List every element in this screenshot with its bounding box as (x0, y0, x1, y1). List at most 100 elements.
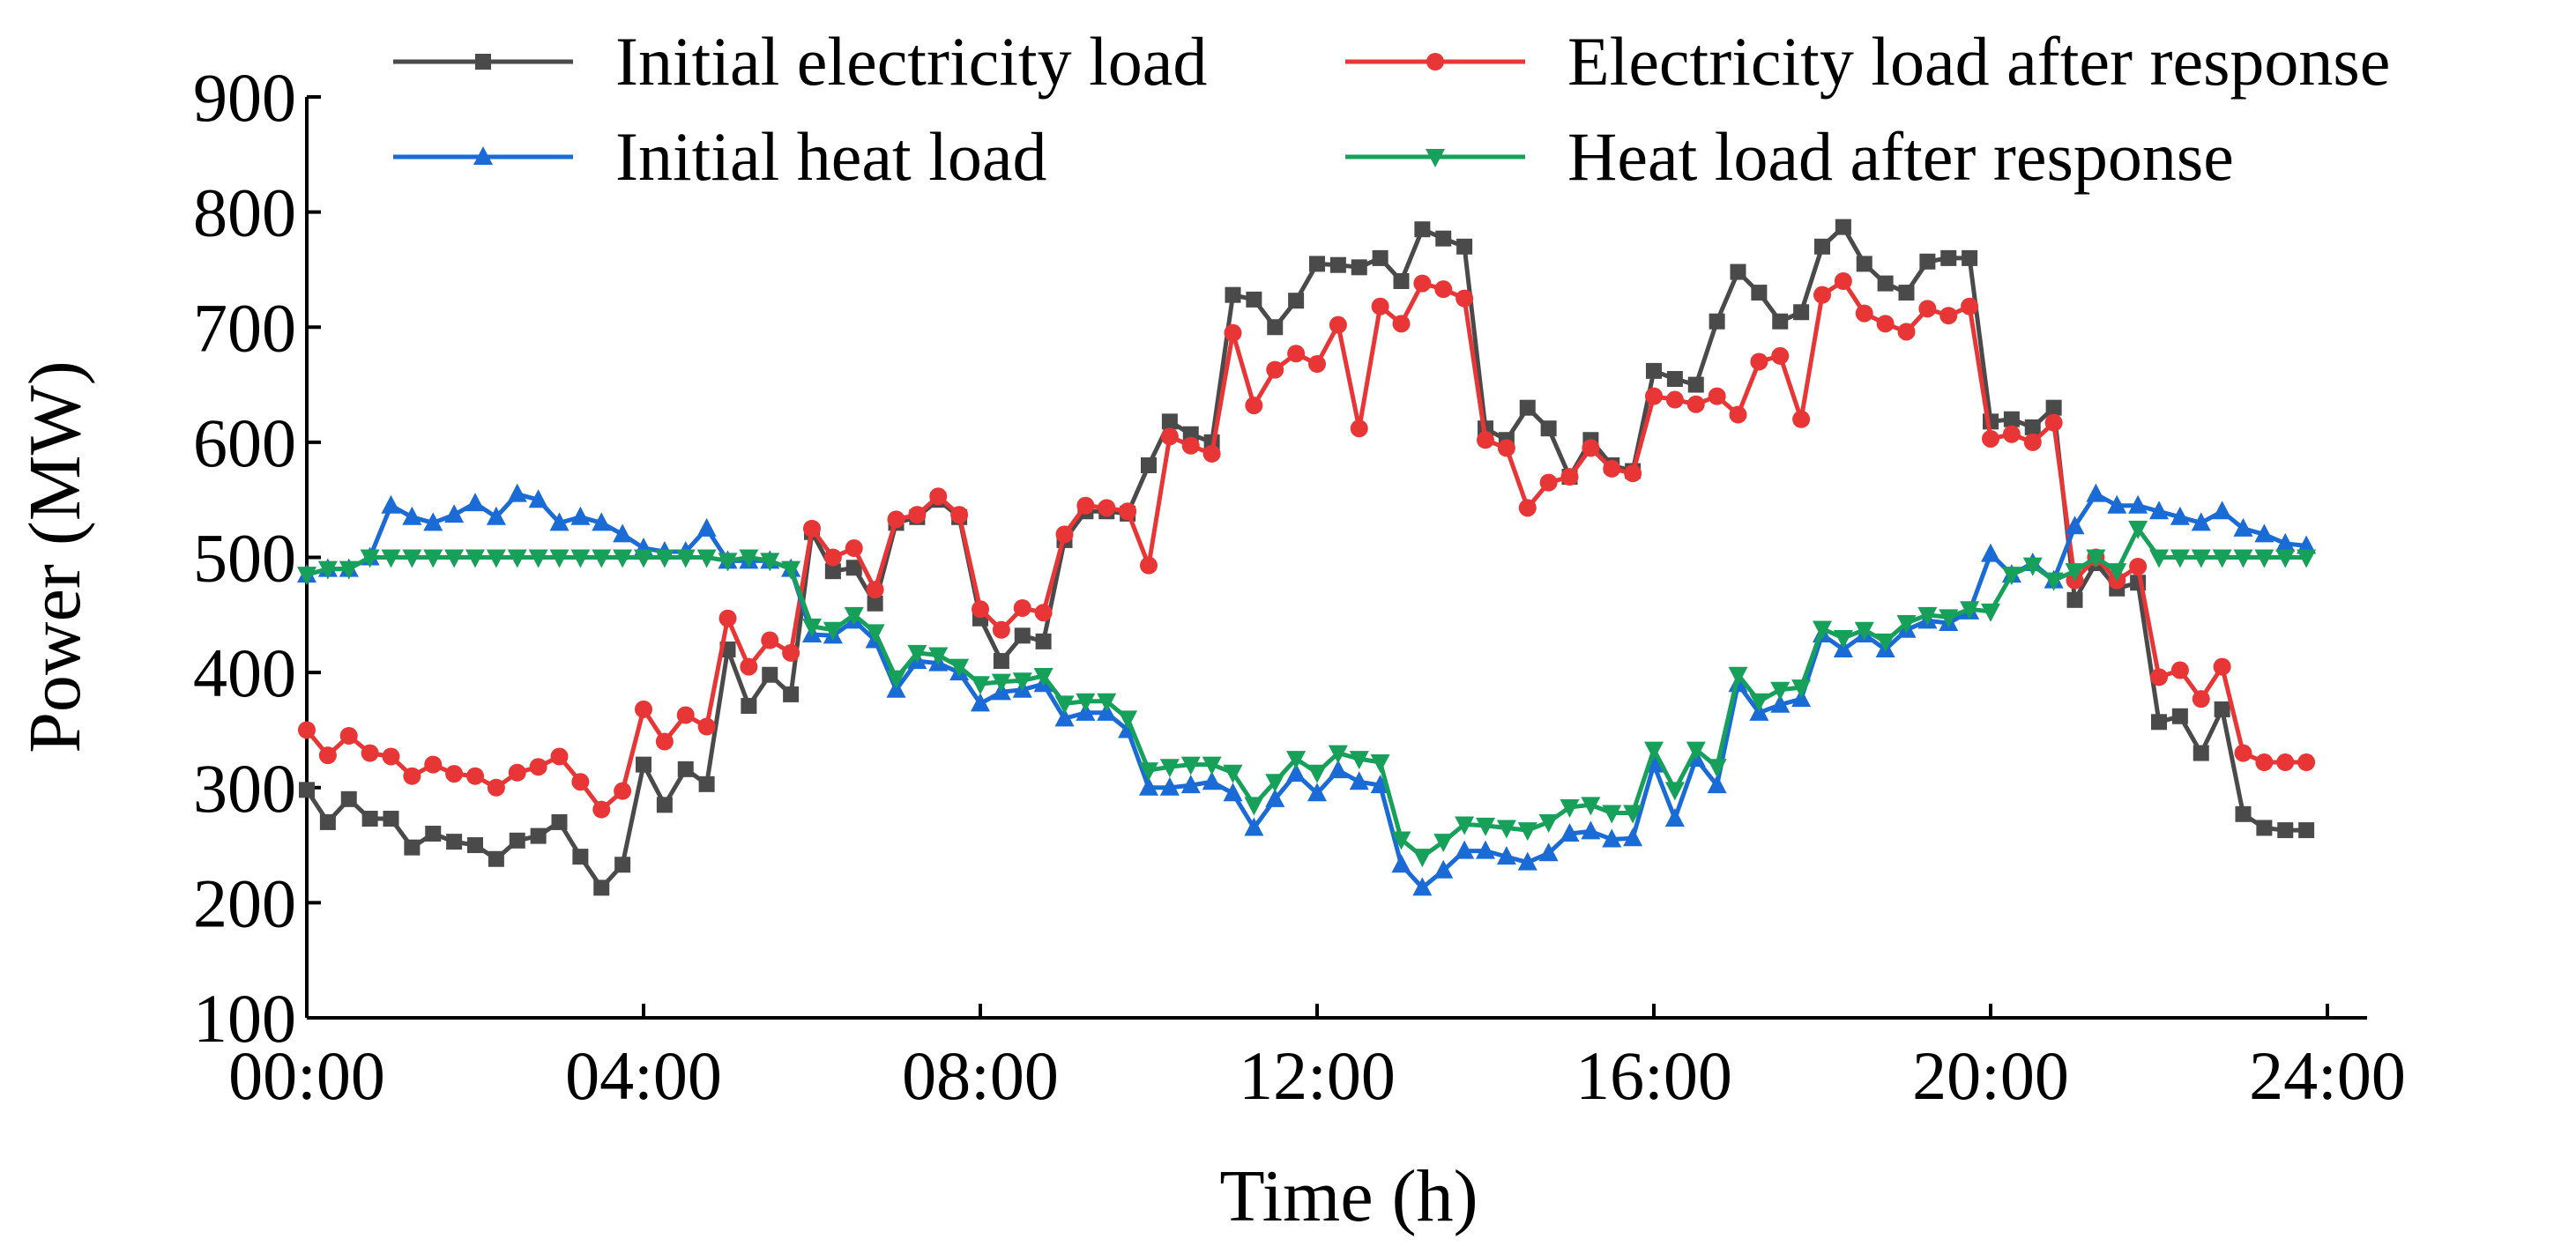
data-point (383, 811, 399, 827)
data-point (360, 549, 380, 568)
data-point (423, 549, 443, 568)
data-point (1371, 297, 1389, 315)
data-point (361, 811, 378, 827)
data-point (1582, 439, 1600, 457)
data-point (402, 549, 422, 568)
legend-item-heat-load-after-response: Heat load after response (1345, 118, 2234, 195)
data-point (1729, 405, 1747, 424)
legend-marker (475, 54, 491, 70)
data-point (2191, 549, 2211, 568)
data-point (1265, 774, 1285, 793)
data-point (1772, 313, 1789, 330)
data-point (1287, 345, 1306, 363)
data-point (1519, 399, 1536, 416)
data-point (1244, 817, 1264, 836)
data-point (488, 850, 504, 867)
data-point (971, 693, 990, 712)
data-point (908, 506, 927, 524)
data-point (1813, 286, 1831, 304)
data-point (1392, 315, 1411, 333)
data-point (551, 813, 568, 830)
data-point (1707, 775, 1727, 794)
data-point (1393, 273, 1410, 289)
data-point (424, 755, 443, 774)
x-tick-label: 00:00 (228, 1037, 385, 1114)
data-point (1603, 459, 1621, 478)
data-point (1328, 745, 1348, 764)
data-point (592, 549, 612, 568)
data-point (929, 487, 948, 506)
data-point (2212, 501, 2232, 520)
data-point (1180, 756, 1201, 775)
data-point (1307, 783, 1327, 802)
data-point (1456, 289, 1474, 308)
data-point (613, 523, 633, 543)
data-point (1686, 395, 1705, 413)
data-point (1140, 556, 1158, 575)
data-point (298, 721, 316, 739)
data-point (1855, 304, 1873, 323)
data-point (444, 504, 465, 523)
data-point (1560, 798, 1580, 818)
data-point (1771, 346, 1790, 365)
data-point (1414, 221, 1431, 238)
data-point (1898, 285, 1915, 301)
data-point (2045, 399, 2062, 416)
data-point (1349, 771, 1369, 790)
data-point (718, 609, 737, 627)
data-point (2255, 753, 2274, 772)
data-point (486, 549, 506, 568)
data-point (1581, 797, 1601, 816)
x-tick-label: 08:00 (902, 1037, 1059, 1114)
data-point (1517, 822, 1537, 842)
data-point (655, 732, 674, 751)
data-point (1960, 601, 1980, 620)
data-point (1687, 376, 1704, 393)
data-point (824, 563, 841, 580)
data-point (1076, 693, 1096, 712)
data-point (656, 797, 673, 813)
data-point (381, 549, 401, 568)
data-point (1476, 817, 1495, 836)
data-point (1518, 499, 1537, 517)
data-point (2065, 516, 2085, 535)
data-point (1412, 849, 1433, 868)
data-point (340, 790, 357, 807)
data-point (486, 506, 506, 525)
data-point (297, 567, 316, 586)
data-point (1265, 788, 1285, 807)
data-point (993, 653, 1009, 670)
y-tick-label: 500 (193, 520, 296, 597)
data-point (823, 621, 843, 641)
data-point (2192, 690, 2210, 709)
data-point (1476, 840, 1495, 859)
x-tick-label: 04:00 (565, 1037, 722, 1114)
data-point (1014, 627, 1031, 644)
data-point (1309, 256, 1325, 272)
data-point (1623, 805, 1643, 824)
data-point (1939, 307, 1958, 325)
data-point (1538, 813, 1559, 833)
data-point (1623, 827, 1643, 847)
data-point (1370, 775, 1390, 794)
data-point (2234, 744, 2252, 762)
data-point (1349, 751, 1369, 770)
data-point (1961, 297, 1979, 315)
data-point (865, 624, 885, 643)
data-point (403, 767, 421, 785)
data-point (972, 600, 989, 619)
data-point (1728, 666, 1748, 686)
data-point (1181, 436, 1200, 455)
data-point (1981, 603, 2000, 622)
data-point (550, 747, 569, 766)
data-point (866, 581, 884, 599)
data-point (1897, 323, 1916, 341)
x-tick-label: 20:00 (1912, 1037, 2069, 1114)
data-point (1477, 431, 1494, 449)
legend-marker (1426, 53, 1444, 70)
data-point (1939, 609, 1959, 628)
data-point (845, 560, 862, 576)
data-point (509, 832, 525, 849)
data-point (2107, 563, 2127, 582)
y-tick-label: 700 (193, 289, 296, 366)
